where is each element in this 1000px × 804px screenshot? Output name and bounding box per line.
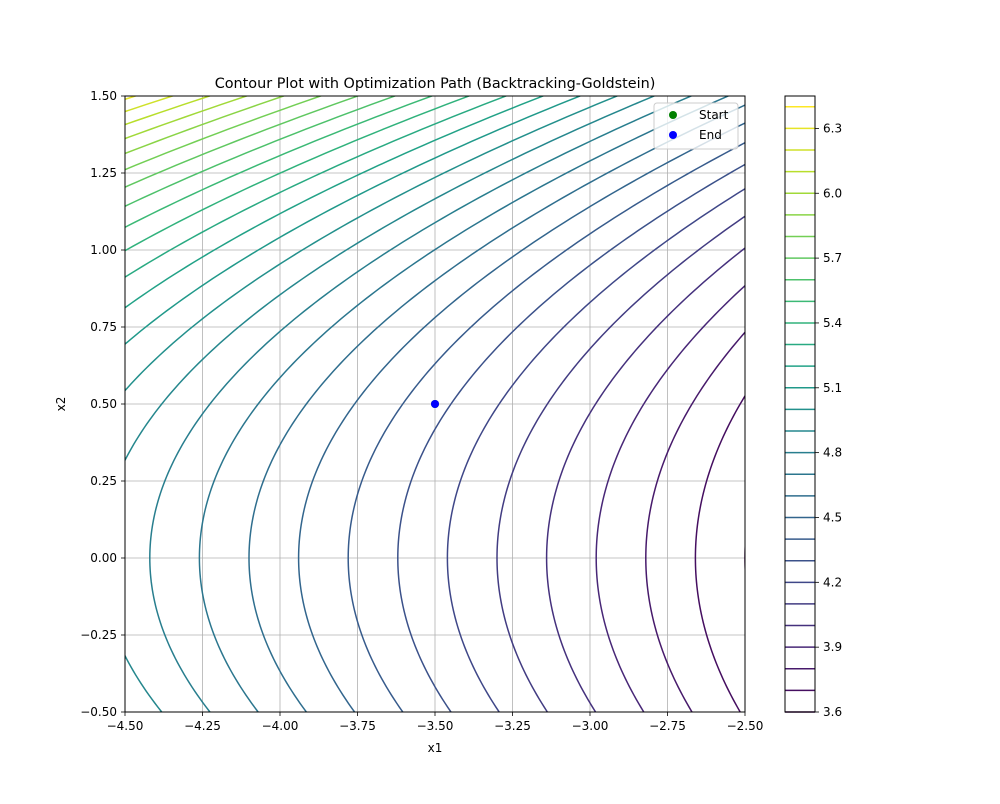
x-tick-label: −3.75 [339,719,376,733]
y-tick-label: 0.25 [90,474,117,488]
y-tick-label: −0.50 [80,705,117,719]
chart-title: Contour Plot with Optimization Path (Bac… [215,76,656,92]
y-tick-label: 1.25 [90,166,117,180]
x-tick-label: −2.75 [649,719,686,733]
colorbar-frame [784,95,816,713]
legend-label: Start [699,108,729,122]
contour-line [397,163,745,712]
legend: Start End [653,102,739,150]
x-tick-label: −3.25 [494,719,531,733]
contour-line [125,96,397,208]
contour-lines [125,96,745,712]
x-tick-label: −4.00 [262,719,299,733]
y-tick-label: 1.00 [90,243,117,257]
contour-line [149,96,693,712]
x-tick-label: −4.25 [184,719,221,733]
colorbar-tick-label: 6.0 [823,186,842,200]
point-end [431,400,439,408]
contour-line [198,96,730,712]
x-tick-label: −3.50 [417,719,454,733]
contour-line [645,331,745,712]
axes: −4.50 −4.25 −4.00 −3.75 −3.50 −3.25 −3.00 −2.75… [80,89,763,733]
contour-line [125,96,656,712]
y-tick-label: 0.50 [90,397,117,411]
contour-line [595,284,745,712]
colorbar: 3.6 3.9 4.2 4.5 4.8 5.1 5.4 5.7 6.0 6.3 [784,95,842,719]
colorbar-tick-label: 6.3 [823,121,842,135]
legend-marker [669,111,677,119]
contour-line [446,187,745,712]
contour-line [125,96,582,346]
colorbar-tick-label: 4.5 [823,510,842,524]
contour-line [125,96,471,252]
contour-line [545,247,745,712]
colorbar-tick-label: 3.6 [823,705,842,719]
x-tick-label: −4.50 [107,719,144,733]
x-axis-label: x1 [428,741,443,755]
legend-label: End [699,128,722,142]
y-tick-label: 1.50 [90,89,117,103]
x-tick-label: −3.00 [572,719,609,733]
path-points [431,400,439,408]
legend-marker [669,131,677,139]
colorbar-tick-label: 5.7 [823,251,842,265]
y-axis-label: x2 [54,397,68,412]
contour-line [125,96,508,279]
contour-line [125,96,619,392]
contour-line [744,537,745,579]
contour-line [347,141,745,712]
contour-line [297,122,745,712]
colorbar-tick-label: 4.2 [823,575,842,589]
contour-line [248,104,745,712]
colorbar-tick-label: 5.1 [823,381,842,395]
x-tick-label: −2.50 [727,719,764,733]
y-tick-label: 0.75 [90,320,117,334]
colorbar-tick-label: 5.4 [823,316,842,330]
colorbar-tick-label: 4.8 [823,446,842,460]
y-tick-label: −0.25 [80,628,117,642]
contour-line [125,96,545,309]
contour-line [125,96,434,229]
contour-line [496,215,745,712]
y-tick-label: 0.00 [90,551,117,565]
colorbar-tick-label: 3.9 [823,640,842,654]
contour-line [694,394,745,712]
